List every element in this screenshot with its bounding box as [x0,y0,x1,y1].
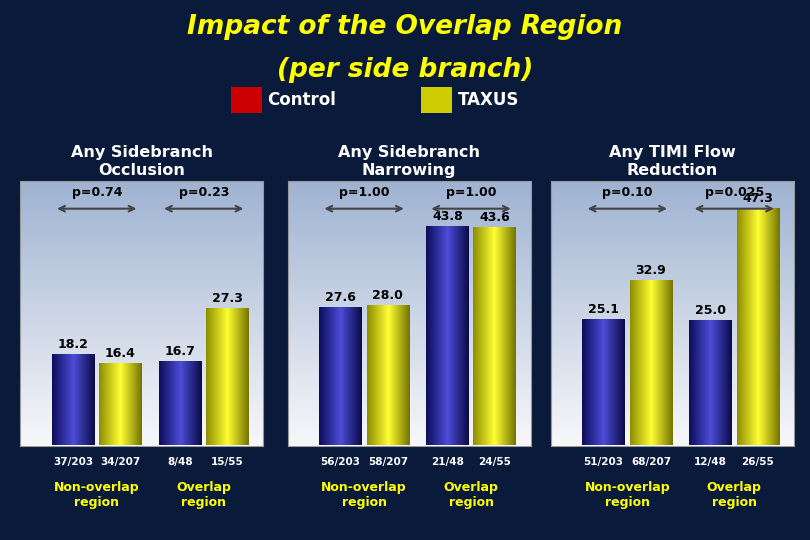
Text: p=0.74: p=0.74 [71,186,122,199]
Text: p=0.10: p=0.10 [602,186,653,199]
Text: Impact of the Overlap Region: Impact of the Overlap Region [187,14,623,39]
Text: 25.1: 25.1 [588,303,619,316]
Text: Any TIMI Flow
Reduction: Any TIMI Flow Reduction [609,145,735,178]
Text: 43.8: 43.8 [432,210,463,223]
Text: Non-overlap
region: Non-overlap region [54,481,139,509]
Text: 43.6: 43.6 [480,211,510,224]
Text: Control: Control [267,91,336,109]
Text: Overlap
region: Overlap region [177,481,231,509]
Text: Non-overlap
region: Non-overlap region [322,481,407,509]
Text: 16.7: 16.7 [164,345,195,358]
Text: (per side branch): (per side branch) [277,57,533,83]
Text: 58/207: 58/207 [368,457,408,468]
Text: p=0.23: p=0.23 [178,186,229,199]
Text: 32.9: 32.9 [636,264,667,277]
Text: 21/48: 21/48 [431,457,464,468]
Text: 28.0: 28.0 [373,289,403,302]
Text: 16.4: 16.4 [105,347,136,360]
Text: Non-overlap
region: Non-overlap region [585,481,670,509]
Text: 15/55: 15/55 [211,457,244,468]
Text: 8/48: 8/48 [167,457,193,468]
Text: 34/207: 34/207 [100,457,141,468]
Text: 27.3: 27.3 [212,292,243,305]
Text: 18.2: 18.2 [58,338,88,350]
Text: TAXUS: TAXUS [458,91,519,109]
Text: 25.0: 25.0 [695,303,726,316]
Text: Overlap
region: Overlap region [707,481,761,509]
Text: Overlap
region: Overlap region [444,481,498,509]
Text: Any Sidebranch
Occlusion: Any Sidebranch Occlusion [70,145,213,178]
Text: 47.3: 47.3 [743,192,774,205]
Text: p=1.00: p=1.00 [339,186,390,199]
Text: 37/203: 37/203 [53,457,93,468]
Text: 56/203: 56/203 [321,457,360,468]
Text: 27.6: 27.6 [325,291,356,303]
Text: p=1.00: p=1.00 [446,186,497,199]
Text: 51/203: 51/203 [584,457,624,468]
Text: 12/48: 12/48 [694,457,727,468]
Text: 68/207: 68/207 [631,457,671,468]
Text: 24/55: 24/55 [478,457,511,468]
Text: Any Sidebranch
Narrowing: Any Sidebranch Narrowing [338,145,480,178]
Text: p=0.025: p=0.025 [705,186,764,199]
Text: 26/55: 26/55 [742,457,774,468]
